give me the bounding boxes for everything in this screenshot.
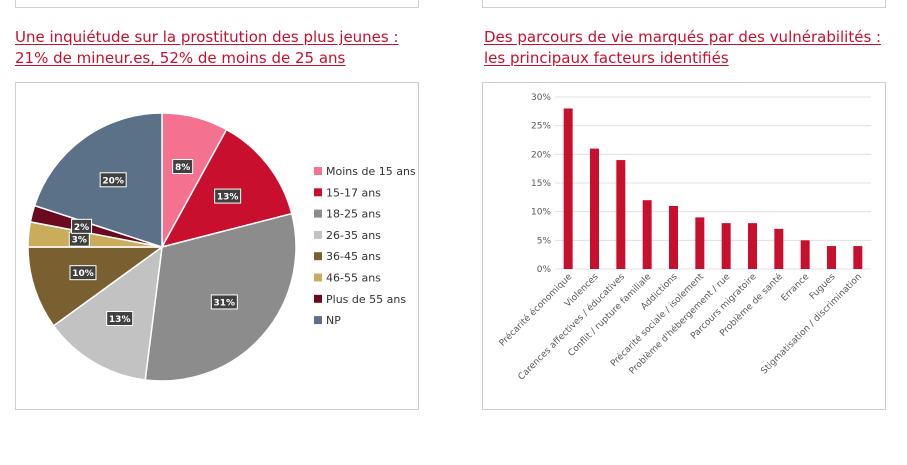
pie-slice-15-17-ans[interactable]	[160, 128, 293, 249]
bar-chart-panel: 0% 5% 10% 15% 20% 25% 30% Précarité économique V…	[482, 82, 886, 410]
x-tick-label: Carences affectives / éducatives	[516, 271, 627, 382]
data-label-text: 13%	[109, 315, 131, 325]
y-tick-label: 20%	[531, 150, 551, 160]
data-label-box	[172, 159, 194, 175]
pie-slice-36-45-ans[interactable]	[27, 246, 165, 327]
legend-item-moins-de-15-ans[interactable]: Moins de 15 ans	[314, 165, 416, 178]
legend-label: Moins de 15 ans	[326, 165, 416, 178]
left-title-line1: Une inquiétude sur la prostitution des p…	[15, 28, 399, 46]
bar-probleme-d-hebergement-rue[interactable]	[721, 223, 731, 269]
pie-data-label-36-45-ans: 10%	[69, 265, 97, 281]
previous-right-panel-edge	[482, 0, 886, 8]
bar-conflit-rupture-familiale[interactable]	[642, 200, 652, 269]
data-label-box	[99, 172, 127, 188]
legend-swatch	[314, 230, 322, 239]
data-label-box	[210, 294, 238, 310]
legend-swatch	[314, 273, 322, 282]
pie-data-label-18-25-ans: 31%	[210, 294, 238, 310]
data-label-text: 8%	[175, 163, 190, 173]
data-label-box	[69, 265, 97, 281]
legend-label: NP	[326, 314, 341, 327]
data-label-box	[71, 218, 93, 234]
y-tick-label: 10%	[531, 208, 551, 218]
legend-label: 36-45 ans	[326, 250, 381, 263]
bar-precarite-sociale-isolement[interactable]	[695, 217, 705, 269]
data-label-text: 3%	[72, 236, 87, 246]
bar-parcours-migratoire[interactable]	[748, 223, 757, 269]
y-tick-label: 5%	[537, 236, 552, 246]
data-label-text: 10%	[72, 269, 94, 279]
bar-addictions[interactable]	[669, 205, 678, 269]
pie-data-label-46-55-ans: 3%	[68, 231, 90, 247]
y-tick-label: 30%	[531, 93, 551, 103]
bar-precarite-economique[interactable]	[563, 108, 573, 269]
bar-violences[interactable]	[590, 148, 599, 269]
legend-swatch	[314, 252, 322, 261]
legend-swatch	[314, 294, 322, 303]
x-tick-label: Errance	[780, 272, 812, 304]
legend-item-15-17-ans[interactable]: 15-17 ans	[314, 186, 381, 199]
legend-label: 46-55 ans	[326, 272, 381, 285]
data-label-text: 31%	[214, 298, 236, 308]
legend-label: Plus de 55 ans	[326, 293, 406, 306]
bar-stigmatisation-discrimination[interactable]	[853, 246, 863, 269]
legend-label: 15-17 ans	[326, 186, 381, 199]
y-tick-label: 15%	[531, 179, 551, 189]
pie-data-label-np: 20%	[99, 172, 127, 188]
data-label-text: 20%	[102, 176, 124, 186]
data-label-text: 2%	[74, 223, 89, 233]
bar-carences-affectives-educatives[interactable]	[616, 160, 626, 269]
right-title-line2: les principaux facteurs identifiés	[484, 49, 729, 67]
pie-data-label-moins-de-15-ans: 8%	[172, 159, 194, 175]
legend-item-plus-de-55-ans[interactable]: Plus de 55 ans	[314, 293, 406, 306]
x-tick-label: Précarité sociale / isolement	[608, 271, 706, 369]
legend-label: 26-35 ans	[326, 229, 381, 242]
data-label-box	[214, 188, 242, 204]
data-label-box	[106, 311, 134, 327]
pie-chart-panel: 8% 13% 31% 13% 10% 3% 2% 20% Moins de 15 ans 15-1…	[15, 82, 419, 410]
legend-swatch	[314, 316, 322, 325]
legend-item-46-55-ans[interactable]: 46-55 ans	[314, 272, 381, 285]
right-title-line1: Des parcours de vie marqués par des vuln…	[484, 28, 882, 46]
left-chart-title[interactable]: Une inquiétude sur la prostitution des p…	[15, 27, 399, 69]
legend-item-36-45-ans[interactable]: 36-45 ans	[314, 250, 381, 263]
bar-errance[interactable]	[800, 240, 810, 269]
pie-chart: 8% 13% 31% 13% 10% 3% 2% 20% Moins de 15 ans 15-1…	[27, 112, 416, 382]
legend-swatch	[314, 167, 322, 175]
legend-item-18-25-ans[interactable]: 18-25 ans	[314, 208, 381, 221]
legend-label: 18-25 ans	[326, 208, 381, 221]
legend-swatch	[314, 209, 322, 218]
bar-probleme-de-sante[interactable]	[774, 228, 784, 269]
pie-data-label-15-17-ans: 13%	[214, 188, 242, 204]
y-tick-label: 0%	[537, 265, 552, 275]
pie-slice-np[interactable]	[33, 112, 163, 249]
right-chart-title[interactable]: Des parcours de vie marqués par des vuln…	[484, 27, 881, 69]
legend-item-26-35-ans[interactable]: 26-35 ans	[314, 229, 381, 242]
previous-left-panel-edge	[15, 0, 419, 8]
pie-data-label-26-35-ans: 13%	[106, 311, 134, 327]
bar-fugues[interactable]	[827, 246, 836, 269]
bar-chart: 0%5%10%15%20%25%30%Précarité économiqueV…	[497, 93, 871, 382]
legend-item-np[interactable]: NP	[314, 314, 341, 327]
pie-data-label-plus-de-55-ans: 2%	[71, 218, 93, 234]
y-tick-label: 25%	[531, 122, 551, 132]
legend-swatch	[314, 188, 322, 197]
left-title-line2: 21% de mineur.es, 52% de moins de 25 ans	[15, 49, 346, 67]
data-label-text: 13%	[217, 193, 239, 203]
